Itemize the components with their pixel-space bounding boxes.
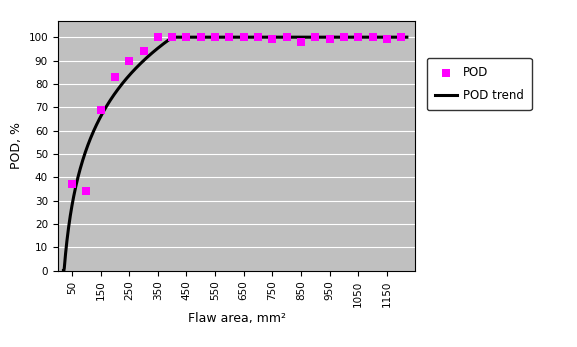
Point — [82, 188, 91, 194]
Point — [211, 34, 220, 40]
Point — [253, 34, 263, 40]
Legend: POD, POD trend: POD, POD trend — [427, 58, 531, 110]
Point — [282, 34, 291, 40]
Point — [382, 37, 391, 42]
Point — [354, 34, 363, 40]
Point — [368, 34, 377, 40]
Point — [196, 34, 205, 40]
Point — [396, 34, 406, 40]
Point — [139, 48, 148, 54]
Point — [339, 34, 349, 40]
X-axis label: Flaw area, mm²: Flaw area, mm² — [188, 312, 286, 325]
Point — [225, 34, 234, 40]
Point — [68, 181, 77, 187]
Point — [182, 34, 191, 40]
Point — [310, 34, 320, 40]
Point — [268, 37, 277, 42]
Point — [239, 34, 248, 40]
Point — [153, 34, 163, 40]
Y-axis label: POD, %: POD, % — [10, 122, 23, 169]
Point — [167, 34, 177, 40]
Point — [297, 39, 306, 45]
Point — [325, 37, 334, 42]
Point — [110, 74, 119, 79]
Point — [125, 58, 134, 63]
Point — [96, 107, 105, 112]
